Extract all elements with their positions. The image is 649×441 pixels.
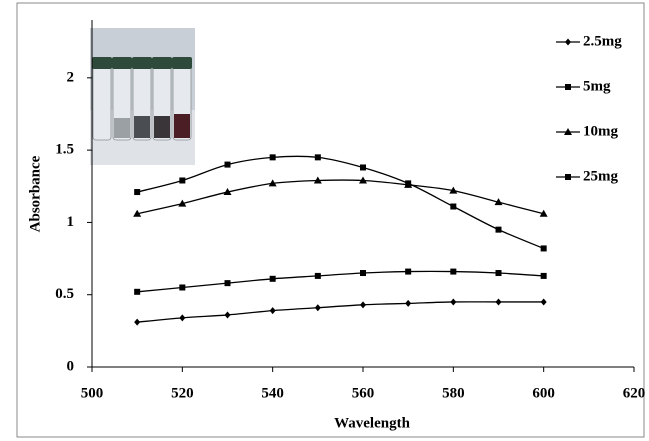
marker bbox=[539, 209, 548, 217]
marker bbox=[495, 226, 502, 233]
series-line bbox=[137, 155, 544, 250]
marker bbox=[224, 311, 231, 319]
marker bbox=[405, 299, 412, 307]
marker bbox=[450, 298, 457, 306]
legend-label: 25mg bbox=[583, 168, 618, 184]
series-line bbox=[137, 179, 544, 215]
x-axis-label: Wavelength bbox=[334, 415, 410, 431]
legend-label: 5mg bbox=[583, 78, 611, 94]
marker bbox=[494, 198, 503, 206]
series-line bbox=[137, 270, 544, 293]
marker bbox=[178, 199, 187, 207]
marker bbox=[540, 272, 547, 279]
x-tick-label: 580 bbox=[442, 385, 465, 401]
marker bbox=[495, 270, 502, 277]
marker bbox=[449, 186, 458, 194]
marker bbox=[313, 176, 322, 184]
marker bbox=[540, 245, 547, 252]
legend-marker bbox=[565, 38, 571, 46]
y-axis-label: Absorbance bbox=[27, 155, 43, 232]
marker bbox=[269, 307, 276, 315]
y-tick-label: 2 bbox=[67, 69, 75, 85]
marker bbox=[405, 180, 412, 187]
legend-marker bbox=[565, 84, 571, 90]
legend-label: 2.5mg bbox=[583, 33, 622, 49]
legend-marker bbox=[565, 174, 571, 180]
marker bbox=[405, 268, 412, 275]
x-tick-label: 520 bbox=[171, 385, 194, 401]
y-tick-label: 1 bbox=[67, 214, 75, 230]
marker bbox=[359, 176, 367, 184]
marker bbox=[268, 179, 277, 187]
marker bbox=[269, 154, 276, 161]
marker bbox=[540, 298, 547, 306]
x-tick-label: 500 bbox=[81, 385, 104, 401]
legend-label: 10mg bbox=[583, 123, 618, 139]
marker bbox=[133, 209, 142, 217]
marker bbox=[134, 318, 141, 326]
marker bbox=[223, 188, 232, 196]
marker bbox=[314, 304, 321, 312]
marker bbox=[179, 314, 186, 322]
x-tick-label: 560 bbox=[352, 385, 375, 401]
x-tick-label: 600 bbox=[532, 385, 555, 401]
marker bbox=[360, 164, 366, 171]
photo-inset bbox=[90, 28, 195, 165]
marker bbox=[360, 270, 366, 277]
series-line bbox=[137, 301, 544, 323]
marker bbox=[450, 268, 457, 275]
marker bbox=[224, 161, 231, 168]
marker bbox=[314, 272, 321, 279]
x-tick-label: 620 bbox=[623, 385, 646, 401]
y-tick-label: 0 bbox=[67, 358, 75, 374]
marker bbox=[134, 288, 141, 295]
marker bbox=[314, 154, 321, 161]
y-tick-label: 1.5 bbox=[55, 142, 74, 158]
marker bbox=[269, 275, 276, 282]
marker bbox=[179, 284, 186, 291]
marker bbox=[495, 298, 502, 306]
marker bbox=[179, 177, 186, 184]
x-tick-label: 540 bbox=[261, 385, 284, 401]
marker bbox=[224, 280, 231, 287]
y-tick-label: 0.5 bbox=[55, 286, 74, 302]
marker bbox=[360, 301, 366, 309]
legend-marker bbox=[564, 128, 572, 135]
marker bbox=[450, 203, 457, 210]
marker bbox=[134, 189, 141, 196]
